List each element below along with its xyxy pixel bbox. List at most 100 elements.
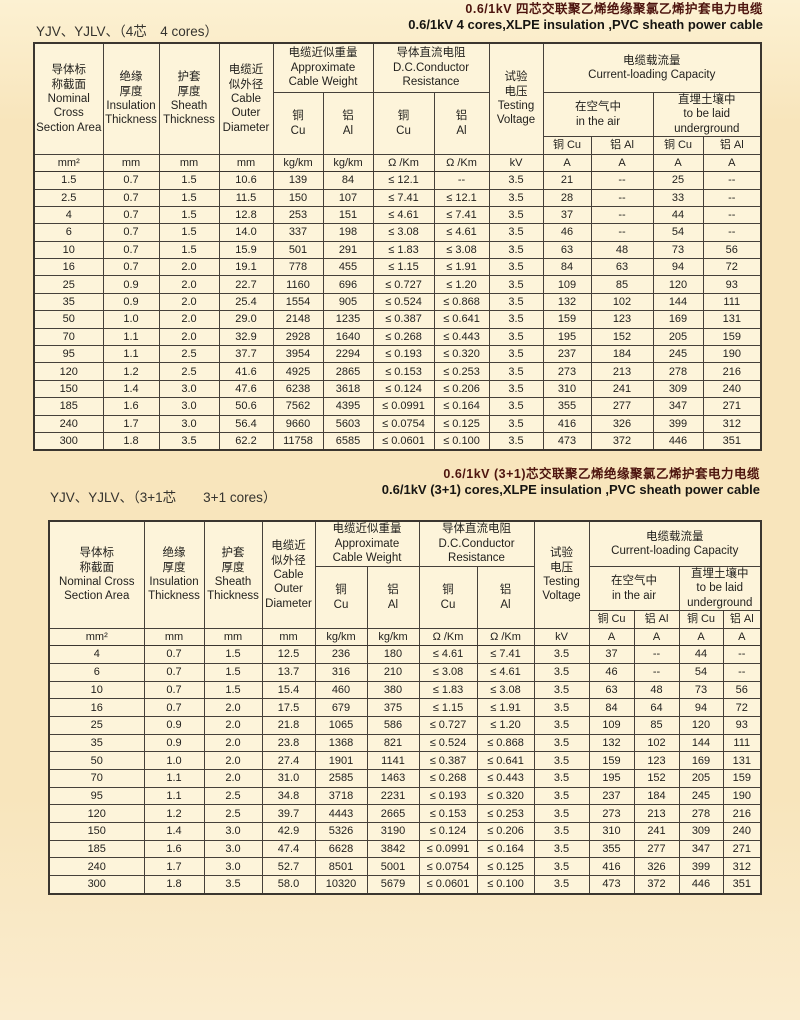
cell: 2.0 — [203, 751, 263, 770]
cell: 3954 — [272, 345, 324, 364]
cell: 1.5 — [158, 205, 220, 225]
cell: 3.5 — [488, 414, 544, 433]
cell: -- — [702, 223, 762, 242]
cell: 3.5 — [533, 839, 590, 859]
cell: 3.5 — [533, 875, 590, 895]
cell: 22.7 — [218, 275, 274, 294]
cell: 50 — [33, 310, 104, 329]
cell: 351 — [702, 431, 762, 451]
col-header-insulation-thickness: 绝缘 厚度 Insulation Thickness — [102, 42, 160, 156]
cell: ≤ 7.41 — [476, 645, 535, 664]
cell: 62.2 — [218, 431, 274, 451]
cell: 152 — [590, 327, 654, 347]
cell: 2.0 — [203, 698, 263, 717]
group-header-dc-resistance: 导体直流电阻 D.C.Conductor Resistance — [418, 520, 535, 567]
cell: mm — [102, 154, 160, 173]
cell: 9660 — [272, 414, 324, 433]
cell: ≤ 0.727 — [418, 715, 478, 735]
cell: 10320 — [314, 875, 368, 895]
cell: 0.7 — [102, 171, 160, 190]
cell: A — [678, 628, 724, 647]
table-row: 10 0.7 1.5 15.9 501 291 ≤ 1.83 ≤ 3.08 3.5 63 48 73 5… — [33, 240, 762, 260]
cell: ≤ 1.91 — [433, 258, 490, 277]
cell: 73 — [652, 240, 704, 260]
cell: -- — [590, 188, 654, 207]
cell: 21 — [542, 171, 592, 190]
table-row: 185 1.6 3.0 50.6 7562 4395 ≤ 0.0991 ≤ 0.164 3.5 3… — [33, 397, 762, 416]
cell: 1160 — [272, 275, 324, 294]
table1-title-block: 0.6/1kV 四芯交联聚乙烯绝缘聚氯乙烯护套电力电缆 0.6/1kV 4 co… — [408, 1, 763, 33]
cell: 240 — [702, 379, 762, 399]
cell: 3.5 — [533, 768, 590, 788]
cell: 0.7 — [102, 223, 160, 242]
cell: 6628 — [314, 839, 368, 859]
cell: 120 — [48, 804, 145, 823]
cell: 372 — [633, 875, 680, 895]
cell: 139 — [272, 171, 324, 190]
cell: 70 — [48, 768, 145, 788]
cell: 2.0 — [158, 258, 220, 277]
table2-title-chinese: 0.6/1kV (3+1)芯交联聚乙烯绝缘聚氯乙烯护套电力电缆 — [443, 467, 760, 481]
cell: 107 — [322, 188, 374, 207]
cell: 312 — [702, 414, 762, 433]
cell: 2928 — [272, 327, 324, 347]
cell: ≤ 0.0991 — [418, 839, 478, 859]
cell: 35 — [33, 292, 104, 312]
cell: 2.5 — [203, 804, 263, 823]
cell: 0.7 — [143, 662, 205, 682]
table-row: 25 0.9 2.0 22.7 1160 696 ≤ 0.727 ≤ 1.20 3.5 109 85… — [33, 275, 762, 294]
cell: kV — [488, 154, 544, 173]
cell: 72 — [702, 258, 762, 277]
cell: 236 — [314, 645, 368, 664]
cell: ≤ 4.61 — [418, 645, 478, 664]
cell: 2.5 — [33, 188, 104, 207]
cell: 1065 — [314, 715, 368, 735]
cell: 3.0 — [158, 414, 220, 433]
cell: 1.0 — [102, 310, 160, 329]
cell: 3.5 — [488, 258, 544, 277]
cell: 326 — [633, 857, 680, 877]
cell: -- — [702, 171, 762, 190]
cell: 1.2 — [143, 804, 205, 823]
col-header-underground-cu: 铜 Cu — [678, 610, 724, 630]
group-header-current-capacity: 电缆载流量 Current-loading Capacity — [542, 42, 762, 93]
cell: 13.7 — [261, 662, 316, 682]
cell: 3.5 — [533, 680, 590, 700]
cell: 696 — [322, 275, 374, 294]
cell: 3190 — [366, 822, 420, 841]
cell: 2.0 — [203, 733, 263, 753]
cell: A — [590, 154, 654, 173]
cell: 205 — [652, 327, 704, 347]
table-row: 150 1.4 3.0 47.6 6238 3618 ≤ 0.124 ≤ 0.206 3.5 31… — [33, 379, 762, 399]
cell: 0.9 — [143, 733, 205, 753]
cell: 2585 — [314, 768, 368, 788]
cell: ≤ 0.0601 — [372, 431, 435, 451]
cell: 29.0 — [218, 310, 274, 329]
cell: 312 — [722, 857, 762, 877]
table-row: 25 0.9 2.0 21.8 1065 586 ≤ 0.727 ≤ 1.20 3.5 109 85… — [48, 715, 762, 735]
cell: 37 — [542, 205, 592, 225]
table-row: 120 1.2 2.5 41.6 4925 2865 ≤ 0.153 ≤ 0.253 3.5 27… — [33, 362, 762, 381]
cell: 131 — [722, 751, 762, 770]
cell: ≤ 0.727 — [372, 275, 435, 294]
cell: 33 — [652, 188, 704, 207]
cell: 3.5 — [488, 275, 544, 294]
cell: 2148 — [272, 310, 324, 329]
cell: mm — [218, 154, 274, 173]
col-header-underground-al: 铝 Al — [702, 136, 762, 156]
cell: 380 — [366, 680, 420, 700]
cell: 95 — [33, 345, 104, 364]
cell: 184 — [633, 786, 680, 806]
cell: 1.2 — [102, 362, 160, 381]
cell: 326 — [590, 414, 654, 433]
cell: 21.8 — [261, 715, 316, 735]
cell: 4 — [48, 645, 145, 664]
col-header-weight-al: 铝 Al — [366, 565, 420, 630]
cell: 347 — [652, 397, 704, 416]
cell: 213 — [590, 362, 654, 381]
cell: 63 — [588, 680, 635, 700]
cell: 3.0 — [158, 397, 220, 416]
cell: 2294 — [322, 345, 374, 364]
cell: 190 — [722, 786, 762, 806]
cell: 216 — [722, 804, 762, 823]
